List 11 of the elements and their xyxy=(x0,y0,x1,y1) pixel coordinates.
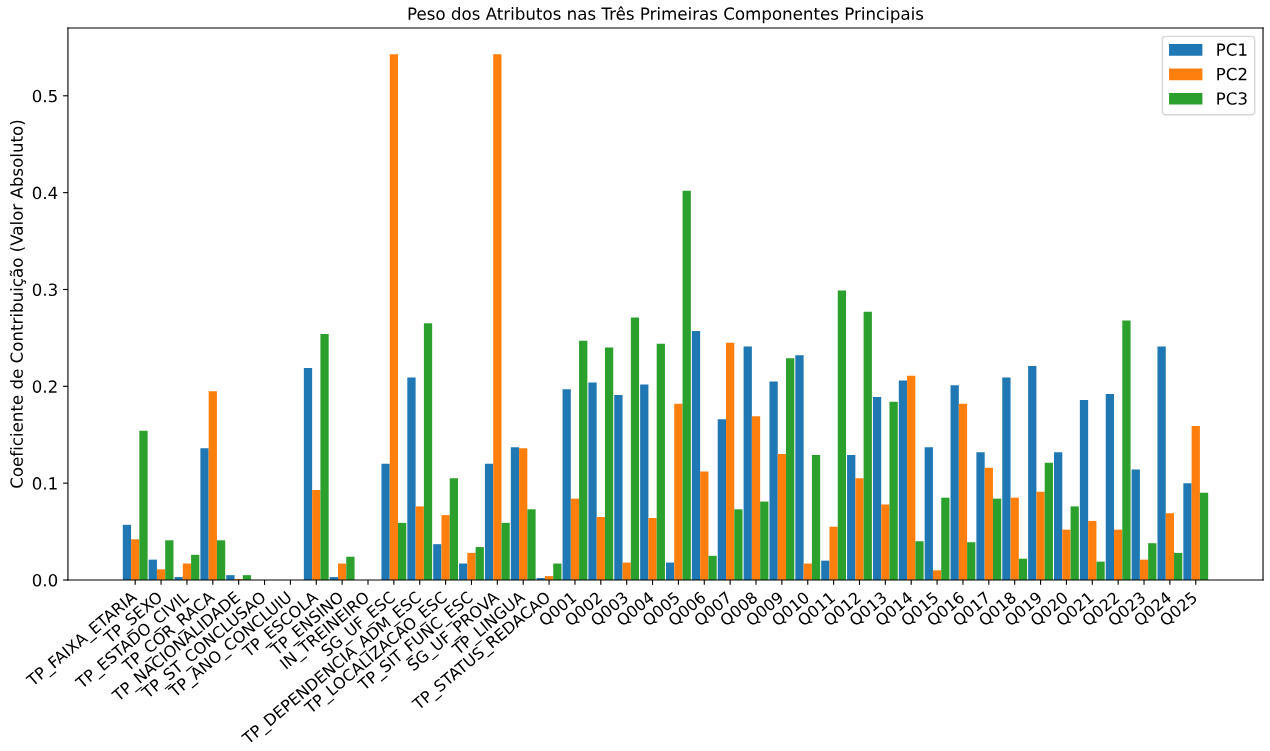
legend-label: PC3 xyxy=(1217,92,1247,105)
y-tick-label: 0.5 xyxy=(32,89,57,103)
y-tick-label: 0.3 xyxy=(32,283,57,297)
y-tick-label: 0.1 xyxy=(32,477,57,490)
y-tick-label: 0.0 xyxy=(32,573,58,587)
legend-label: PC1 xyxy=(1217,43,1247,56)
y-tick-label: 0.4 xyxy=(32,186,58,200)
y-axis-title: Coeficiente de Contribuição (Valor Absoluto) xyxy=(9,120,26,488)
y-tick-label: 0.2 xyxy=(32,380,57,393)
legend-label: PC2 xyxy=(1217,67,1247,81)
chart-title: Peso dos Atributos nas Três Primeiras Componentes Principais xyxy=(408,6,924,24)
